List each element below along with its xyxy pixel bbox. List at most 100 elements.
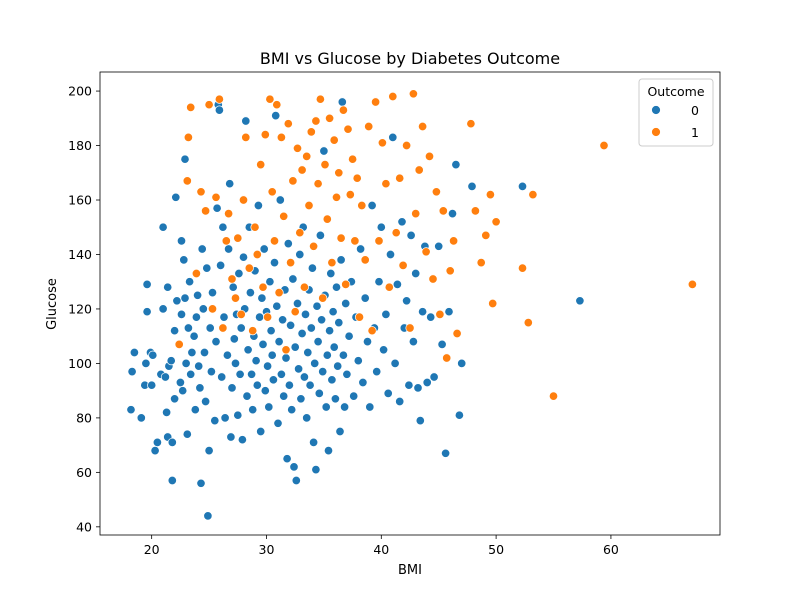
data-point-outcome-0 (360, 293, 370, 303)
data-point-outcome-1 (295, 228, 305, 238)
data-point-outcome-0 (237, 435, 247, 445)
data-point-outcome-0 (413, 383, 423, 393)
data-point-outcome-0 (141, 358, 151, 368)
data-point-outcome-1 (381, 179, 391, 189)
data-point-outcome-1 (218, 323, 228, 333)
data-point-outcome-0 (219, 312, 229, 322)
legend-marker-1 (651, 127, 661, 137)
data-point-outcome-0 (327, 375, 337, 385)
data-point-outcome-0 (211, 337, 221, 347)
data-point-outcome-0 (322, 350, 332, 360)
data-point-outcome-0 (329, 342, 339, 352)
data-point-outcome-1 (687, 279, 697, 289)
data-point-outcome-0 (338, 350, 348, 360)
data-point-outcome-1 (449, 236, 459, 246)
data-point-outcome-0 (147, 380, 157, 390)
data-point-outcome-0 (321, 402, 331, 412)
data-point-outcome-1 (488, 298, 498, 309)
data-point-outcome-1 (438, 206, 448, 216)
data-point-outcome-0 (220, 413, 230, 423)
data-point-outcome-0 (325, 326, 335, 336)
data-point-outcome-0 (297, 328, 307, 339)
data-point-outcome-0 (234, 268, 244, 279)
data-point-outcome-0 (269, 258, 280, 268)
x-tick-label: 50 (488, 542, 504, 557)
data-point-outcome-1 (309, 241, 319, 251)
data-point-outcome-1 (357, 200, 367, 211)
data-point-outcome-0 (422, 377, 432, 388)
data-point-outcome-1 (207, 304, 218, 314)
data-point-outcome-1 (398, 260, 408, 270)
data-point-outcome-0 (171, 192, 181, 202)
data-point-outcome-0 (224, 244, 234, 254)
data-point-outcome-1 (244, 263, 254, 273)
data-point-outcome-0 (388, 132, 398, 142)
data-point-outcome-0 (334, 318, 344, 328)
data-point-outcome-0 (225, 179, 235, 189)
data-point-outcome-0 (236, 323, 246, 333)
data-point-outcome-0 (166, 356, 176, 366)
data-point-outcome-0 (257, 293, 267, 303)
legend-label-0: 0 (691, 103, 699, 118)
data-point-outcome-1 (211, 192, 221, 202)
data-point-outcome-0 (306, 323, 316, 333)
data-point-outcome-0 (300, 309, 311, 319)
data-point-outcome-0 (418, 307, 428, 317)
data-point-outcome-1 (265, 94, 275, 104)
data-point-outcome-0 (362, 337, 373, 347)
data-point-outcome-0 (253, 200, 263, 211)
data-point-outcome-0 (259, 244, 269, 254)
data-point-outcome-1 (371, 97, 381, 107)
data-point-outcome-0 (233, 410, 243, 420)
data-point-outcome-0 (194, 361, 204, 371)
data-point-outcome-0 (311, 465, 321, 475)
data-point-outcome-0 (333, 361, 343, 371)
data-point-outcome-1 (352, 173, 362, 183)
data-point-outcome-0 (201, 396, 211, 407)
data-point-outcome-1 (250, 222, 260, 232)
data-point-outcome-1 (414, 165, 424, 175)
data-point-outcome-0 (415, 416, 425, 426)
data-point-outcome-0 (243, 345, 253, 355)
data-point-outcome-1 (377, 138, 387, 148)
data-point-outcome-0 (299, 372, 309, 382)
data-point-outcome-0 (281, 353, 291, 363)
data-point-outcome-0 (467, 181, 477, 191)
data-point-outcome-0 (267, 350, 277, 360)
data-point-outcome-0 (126, 405, 136, 415)
data-point-outcome-0 (214, 105, 224, 115)
data-point-outcome-1 (424, 151, 435, 161)
data-point-outcome-1 (329, 135, 339, 145)
data-point-outcome-1 (182, 176, 192, 186)
data-point-outcome-1 (306, 127, 316, 137)
data-point-outcome-1 (311, 116, 321, 126)
data-point-outcome-0 (429, 372, 439, 382)
data-point-outcome-0 (264, 402, 274, 412)
data-point-outcome-0 (381, 309, 391, 319)
data-point-outcome-0 (129, 347, 139, 358)
data-point-outcome-1 (256, 160, 266, 170)
data-point-outcome-1 (313, 179, 323, 189)
data-point-outcome-0 (283, 239, 293, 249)
data-point-outcome-0 (152, 437, 162, 447)
data-point-outcome-0 (199, 347, 210, 358)
data-point-outcome-0 (258, 339, 268, 349)
data-point-outcome-1 (288, 176, 298, 186)
data-point-outcome-1 (491, 217, 501, 227)
data-point-outcome-0 (295, 249, 305, 260)
data-point-outcome-0 (309, 437, 319, 447)
data-point-outcome-1 (318, 293, 328, 303)
data-point-outcome-0 (142, 307, 152, 317)
data-point-outcome-1 (283, 119, 293, 129)
data-point-outcome-0 (358, 377, 368, 388)
data-point-outcome-0 (272, 301, 282, 311)
y-tick-label: 80 (76, 410, 92, 425)
data-point-outcome-0 (271, 111, 281, 121)
data-point-outcome-1 (408, 89, 418, 99)
data-point-outcome-0 (315, 230, 325, 240)
data-point-outcome-0 (335, 426, 345, 437)
data-point-outcome-1 (269, 236, 280, 246)
y-tick-label: 140 (68, 247, 92, 262)
y-tick-label: 120 (68, 301, 92, 316)
data-point-outcome-0 (242, 391, 252, 401)
